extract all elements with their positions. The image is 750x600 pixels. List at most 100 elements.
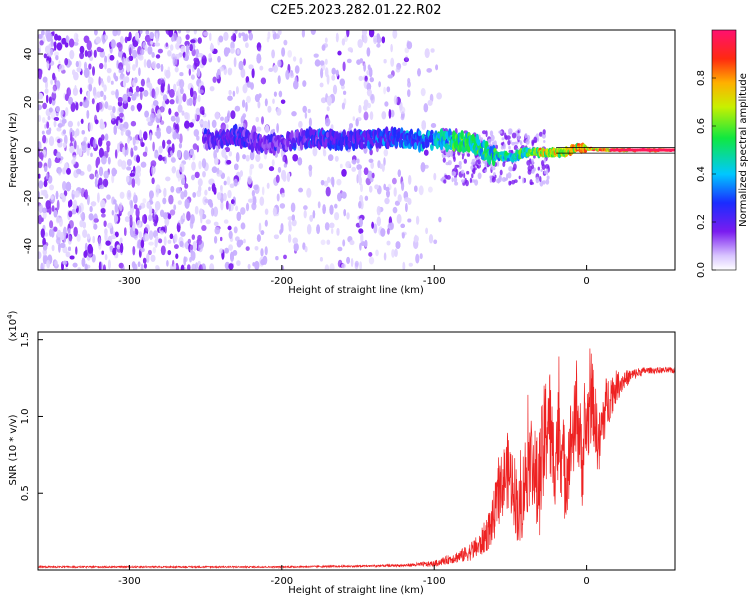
spectrogram-speckle	[227, 67, 233, 76]
spectrogram-speckle	[144, 44, 148, 52]
spectrogram-speckle	[281, 169, 287, 181]
spectrogram-speckle	[96, 173, 99, 179]
spectrogram-speckle	[349, 240, 355, 246]
spectrogram-speckle	[254, 184, 260, 195]
spectrogram-speckle	[119, 118, 123, 123]
spectrogram-speckle	[211, 182, 216, 192]
spectrogram-speckle	[197, 37, 202, 44]
spectrogram-speckle	[358, 228, 364, 234]
y-tick-label: 0	[23, 147, 34, 153]
spectrogram-speckle	[264, 208, 269, 215]
spectrogram-speckle	[236, 86, 239, 95]
spectrogram-speckle	[199, 120, 205, 125]
spectrogram-speckle	[248, 32, 253, 41]
spectrogram-speckle	[101, 250, 104, 255]
spectrogram-speckle	[168, 194, 174, 205]
spectrogram-speckle	[363, 34, 368, 44]
spectrogram-speckle	[254, 94, 260, 103]
spectrogram-speckle	[369, 67, 373, 78]
spectrogram-speckle	[243, 58, 246, 66]
spectrogram-speckle	[228, 263, 234, 270]
spectrogram-speckle	[363, 63, 366, 72]
spectrogram-speckle	[474, 179, 479, 186]
spectrogram-speckle	[191, 234, 195, 240]
spectrogram-speckle	[170, 44, 174, 51]
spectrogram-speckle	[126, 159, 132, 166]
spectrogram-speckle	[104, 133, 109, 141]
spectrogram-speckle	[79, 148, 83, 157]
spectrogram-speckle	[365, 177, 372, 186]
spectrogram-speckle	[131, 261, 136, 269]
spectrogram-speckle	[511, 132, 517, 139]
spectrogram-speckle	[114, 203, 119, 213]
spectrogram-speckle	[364, 195, 369, 201]
spectrogram-speckle	[172, 32, 177, 42]
spectrogram-speckle	[242, 99, 246, 108]
spectrogram-speckle	[176, 222, 181, 233]
spectrogram-speckle	[393, 187, 397, 197]
spectrogram-speckle	[62, 260, 68, 265]
spectrogram-speckle	[376, 43, 381, 48]
spectrogram-speckle	[223, 31, 229, 41]
spectrogram-speckle	[260, 248, 264, 257]
spectrogram-speckle	[386, 86, 391, 93]
spectrogram-speckle	[360, 233, 364, 244]
spectrogram-speckle	[133, 145, 138, 151]
spectrogram-speckle	[326, 106, 330, 112]
spectrogram-speckle	[537, 166, 540, 171]
spectrogram-speckle	[79, 101, 83, 107]
spectrogram-speckle	[81, 212, 86, 222]
spectrogram-speckle	[139, 90, 143, 101]
spectrogram-speckle	[218, 35, 224, 43]
spectrogram-speckle	[352, 116, 355, 121]
spectrogram-speckle	[151, 60, 157, 70]
spectrogram-speckle	[74, 190, 79, 198]
spectrogram-speckle	[107, 259, 111, 270]
spectrogram-speckle	[517, 130, 520, 134]
spectrogram-speckle	[306, 187, 312, 198]
spectrogram-speckle	[529, 179, 533, 186]
spectrogram-speckle	[44, 88, 49, 94]
spectrogram-speckle	[302, 80, 307, 87]
spectrogram-speckle	[337, 192, 342, 202]
spectrogram-speckle	[259, 65, 264, 71]
spectrogram-speckle	[134, 91, 139, 97]
spectrogram-speckle	[42, 237, 46, 247]
spectrogram-speckle	[136, 243, 140, 249]
spectrogram-speckle	[135, 139, 140, 145]
spectrogram-speckle	[466, 170, 470, 175]
spectrogram-speckle	[341, 84, 345, 90]
spectrogram-speckle	[239, 170, 243, 177]
spectrogram-speckle	[325, 117, 331, 127]
spectrogram-speckle	[541, 164, 546, 170]
snr-panel: -300 -200 -100 0 0.51.01.5 Height of straig…	[6, 310, 676, 596]
spectrogram-speckle	[283, 163, 287, 168]
spectrogram-speckle	[149, 190, 154, 199]
spectrogram-speckle	[49, 220, 54, 229]
spectrogram-speckle	[120, 36, 124, 45]
spectrogram-speckle	[251, 190, 255, 197]
spectrogram-speckle	[175, 115, 180, 124]
spectrogram-speckle	[281, 47, 286, 57]
spectrogram-speckle	[131, 178, 136, 188]
spectrogram-speckle	[61, 194, 66, 203]
spectrogram-speckle	[354, 260, 359, 267]
spectrogram-speckle	[86, 194, 90, 206]
spectrogram-speckle	[401, 181, 405, 191]
spectrogram-speckle	[220, 185, 223, 191]
spectrogram-speckle	[245, 76, 250, 84]
spectrogram-speckle	[210, 207, 215, 217]
spectrogram-speckle	[151, 88, 156, 98]
spectrogram-speckle	[171, 53, 176, 60]
spectrogram-speckle	[95, 36, 101, 44]
spectrogram-speckle	[228, 230, 233, 239]
spectrogram-speckle	[458, 161, 462, 166]
spectrogram-speckle	[54, 33, 59, 41]
spectrogram-speckle	[104, 254, 108, 261]
spectrogram-speckle	[433, 172, 437, 181]
spectrogram-speckle	[101, 80, 105, 88]
spectrogram-speckle	[92, 138, 97, 149]
spectrogram-speckle	[233, 57, 237, 68]
spectrogram-speckle	[326, 95, 332, 106]
spectrogram-speckle	[408, 262, 413, 267]
